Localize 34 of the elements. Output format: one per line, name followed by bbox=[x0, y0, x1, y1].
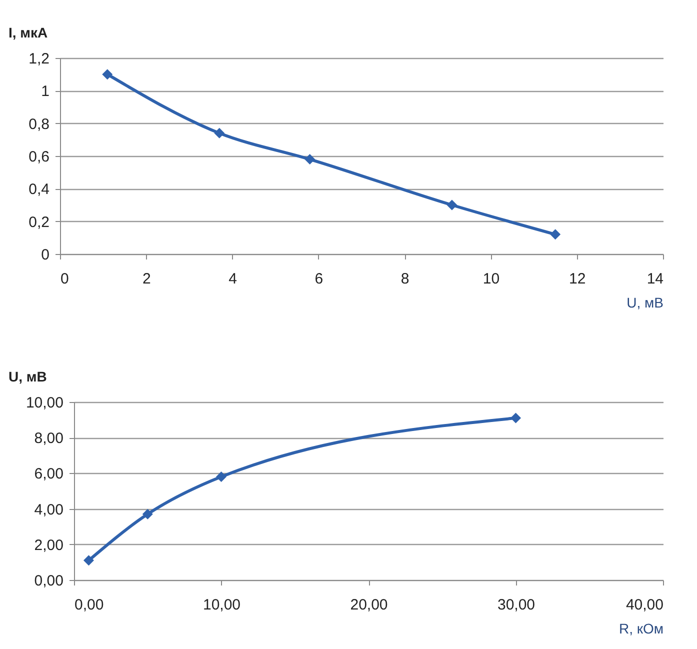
x-tick-label: 40,00 bbox=[626, 596, 664, 614]
y-tick-label: 4,00 bbox=[34, 501, 64, 518]
y-tick-label: 0,00 bbox=[34, 572, 64, 590]
point bbox=[446, 200, 458, 210]
x-axis-title: U, мВ bbox=[626, 294, 664, 310]
y-tick-label: 6,00 bbox=[34, 466, 64, 483]
point bbox=[304, 154, 316, 165]
y-axis-title: I, мкА bbox=[8, 24, 48, 40]
y-tick-label: 8,00 bbox=[34, 430, 64, 448]
x-tick-label: 10,00 bbox=[202, 596, 241, 614]
x-axis-title: R, кОм bbox=[618, 620, 664, 636]
y-tick-label: 0,4 bbox=[28, 181, 50, 198]
y-tick-label: 0 bbox=[41, 246, 50, 264]
x-tick-label: 0,00 bbox=[74, 596, 104, 614]
point bbox=[550, 229, 561, 240]
y-tick-label: 10,00 bbox=[26, 394, 64, 412]
x-tick-label: 8 bbox=[400, 270, 410, 288]
x-tick-label: 12 bbox=[569, 270, 586, 288]
x-tick-label: 2 bbox=[142, 270, 151, 288]
y-axis-title: U, мВ bbox=[8, 368, 47, 384]
y-tick-label: 1 bbox=[41, 83, 50, 100]
y-tick-label: 0,2 bbox=[28, 214, 50, 231]
x-tick-label: 4 bbox=[228, 270, 237, 288]
point bbox=[214, 128, 225, 138]
x-tick-label: 20,00 bbox=[350, 596, 388, 614]
x-tick-label: 10 bbox=[482, 270, 500, 288]
y-tick-label: 1,2 bbox=[28, 50, 50, 68]
x-tick-label: 14 bbox=[646, 270, 664, 288]
y-tick-label: 0,6 bbox=[28, 148, 50, 166]
y-tick-label: 2,00 bbox=[34, 536, 64, 554]
x-tick-label: 30,00 bbox=[497, 596, 536, 614]
y-tick-label: 0,8 bbox=[28, 116, 50, 133]
point bbox=[102, 69, 113, 80]
x-tick-label: 6 bbox=[314, 270, 324, 288]
